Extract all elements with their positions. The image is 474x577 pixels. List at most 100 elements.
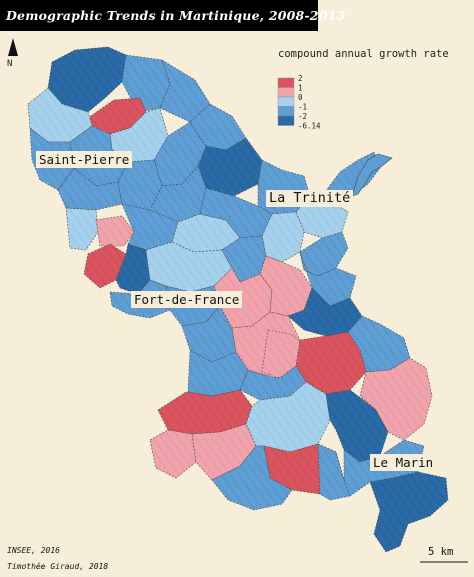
- commune-hatch: [360, 358, 432, 440]
- commune-24: [199, 187, 273, 239]
- commune-41: [187, 349, 249, 397]
- legend-break-label: 0: [298, 93, 303, 102]
- commune-hatch: [212, 446, 292, 510]
- commune-hatch: [150, 166, 206, 222]
- commune-48: [325, 389, 389, 463]
- commune-26: [299, 231, 349, 277]
- commune-hatch: [66, 208, 98, 250]
- commune-hatch: [158, 390, 252, 434]
- legend-swatch-2: [277, 96, 295, 107]
- commune-hatch: [188, 350, 248, 396]
- legend-swatch-4: [277, 115, 295, 126]
- commune-hatch: [122, 204, 178, 250]
- commune-hatch: [118, 160, 162, 210]
- commune-32: [259, 255, 313, 317]
- city-label-fort-de-france: Fort-de-France: [131, 291, 243, 308]
- commune-44: [149, 429, 197, 479]
- commune-hatch: [300, 232, 348, 276]
- commune-31: [213, 267, 273, 329]
- legend-swatch-0: [277, 77, 295, 88]
- commune-37: [261, 329, 305, 379]
- source-data: INSEE, 2016: [7, 546, 60, 555]
- commune-18: [65, 207, 99, 251]
- commune-1: [47, 46, 127, 113]
- legend-break-label: -6.14: [298, 122, 321, 131]
- commune-hatch: [200, 188, 272, 238]
- legend: 210-1-2-6.14: [277, 74, 321, 131]
- legend-break-label: 1: [298, 84, 303, 93]
- commune-hatch: [198, 138, 262, 196]
- commune-46: [245, 381, 331, 453]
- commune-hatch: [172, 214, 240, 252]
- commune-hatch: [318, 444, 350, 500]
- commune-hatch: [58, 168, 122, 210]
- commune-hatch: [240, 366, 306, 400]
- legend-break-label: -1: [298, 103, 307, 112]
- commune-hatch: [110, 108, 168, 162]
- commune-23: [171, 213, 241, 253]
- legend-break-label: -2: [298, 112, 307, 121]
- commune-22: [115, 243, 151, 295]
- source-author: Timothée Giraud, 2018: [7, 562, 109, 571]
- commune-hatch: [48, 47, 126, 112]
- commune-2: [121, 54, 171, 113]
- commune-hatch: [160, 60, 210, 122]
- commune-43: [157, 389, 253, 435]
- commune-hatch: [28, 88, 92, 142]
- commune-11: [153, 121, 207, 187]
- commune-12: [57, 167, 123, 211]
- commune-hatch: [288, 288, 362, 336]
- commune-28: [221, 235, 267, 283]
- commune-52: [369, 471, 449, 553]
- commune-4: [87, 97, 147, 135]
- north-arrow-label: N: [7, 59, 13, 69]
- scale-bar-label: 5 km: [428, 546, 454, 558]
- legend-swatch-3: [277, 106, 295, 117]
- commune-hatch: [116, 244, 150, 294]
- commune-hatch: [214, 268, 272, 328]
- commune-39: [347, 315, 411, 373]
- commune-20: [83, 243, 127, 289]
- commune-hatch: [182, 306, 236, 362]
- commune-hatch: [96, 216, 134, 246]
- commune-hatch: [262, 212, 304, 262]
- commune-38: [295, 331, 367, 395]
- commune-hatch: [88, 98, 146, 134]
- commune-hatch: [296, 332, 366, 394]
- commune-hatch: [190, 104, 246, 150]
- commune-hatch: [84, 244, 126, 288]
- legend-swatch-1: [277, 87, 295, 98]
- commune-34: [287, 287, 363, 337]
- commune-hatch: [150, 430, 196, 478]
- legend-title: compound annual growth rate: [278, 48, 449, 60]
- commune-3: [159, 59, 211, 123]
- commune-hatch: [222, 236, 266, 282]
- communes-layer: [27, 46, 449, 553]
- commune-hatch: [300, 252, 356, 306]
- commune-hatch: [246, 382, 330, 452]
- peninsula-fill: [351, 153, 393, 197]
- commune-hatch: [326, 390, 388, 462]
- commune-25: [261, 211, 305, 263]
- commune-hatch: [122, 55, 170, 112]
- commune-40: [359, 357, 433, 441]
- commune-50: [211, 445, 293, 511]
- city-label-le-marin: Le Marin: [370, 454, 437, 471]
- commune-hatch: [262, 330, 304, 378]
- commune-hatch: [370, 472, 448, 552]
- commune-hatch: [154, 122, 206, 186]
- north-arrow-icon: [8, 38, 18, 56]
- commune-hatch: [348, 316, 410, 372]
- map-decor: [8, 38, 468, 563]
- commune-27: [145, 241, 233, 293]
- city-label-la-trinite: La Trinité: [266, 190, 354, 207]
- commune-hatch: [260, 256, 312, 316]
- map-title: Demographic Trends in Martinique, 2008-2…: [0, 0, 345, 31]
- commune-33: [299, 251, 357, 307]
- commune-19: [95, 215, 135, 247]
- city-label-saint-pierre: Saint-Pierre: [36, 151, 133, 168]
- legend-break-label: 2: [298, 74, 303, 83]
- caravelle-peninsula: [351, 153, 393, 197]
